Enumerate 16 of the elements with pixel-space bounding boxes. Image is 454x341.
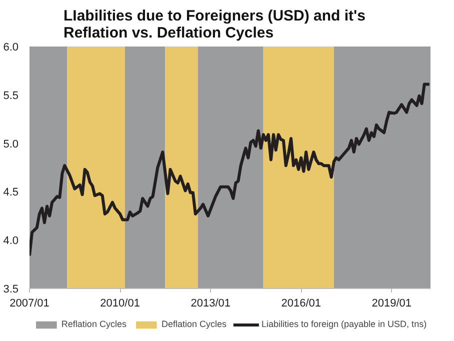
x-tick-label: 2013/01 xyxy=(190,298,231,310)
legend-label: Liabilities to foreign (payable in USD, tns) xyxy=(261,319,427,329)
legend-label: Deflation Cycles xyxy=(161,319,226,329)
y-tick-label: 6.0 xyxy=(3,42,19,54)
x-tick-label: 2010/01 xyxy=(100,298,140,310)
chart-title: LIabilities due to Foreigners (USD) and it's Reflation vs. Deflation Cycles xyxy=(64,8,366,42)
y-tick-label: 3.5 xyxy=(3,284,19,296)
y-tick-label: 4.5 xyxy=(3,186,19,199)
x-tick-label: 2019/01 xyxy=(372,298,412,310)
x-tick-label: 2016/01 xyxy=(281,298,321,310)
y-tick-label: 4.0 xyxy=(3,235,19,248)
x-tick-label: 2007/01 xyxy=(10,298,50,310)
legend-label: Reflation Cycles xyxy=(61,319,126,329)
y-tick-label: 5.0 xyxy=(3,138,19,150)
line-series xyxy=(30,82,430,258)
y-tick-label: 5.5 xyxy=(3,90,19,102)
